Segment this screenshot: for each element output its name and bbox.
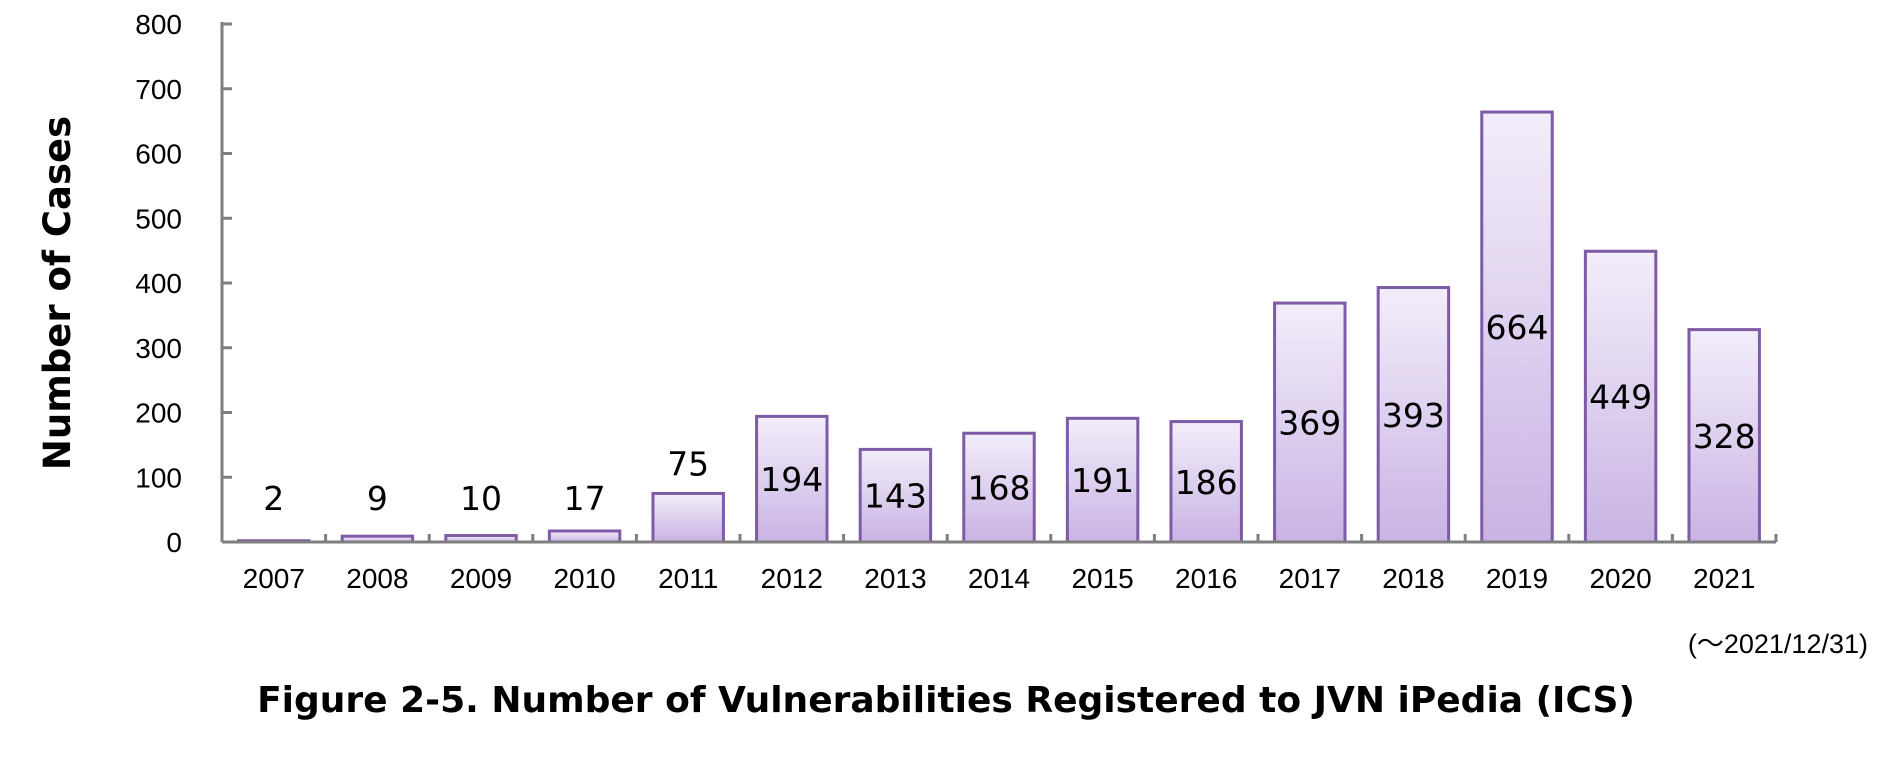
x-tick-label-2021: 2021: [1693, 563, 1755, 594]
data-label-2016: 186: [1175, 463, 1238, 502]
data-label-2010: 17: [564, 479, 606, 518]
y-tick-label: 100: [135, 462, 182, 493]
y-tick-label: 400: [135, 268, 182, 299]
y-tick-label: 700: [135, 74, 182, 105]
data-label-2007: 2: [263, 479, 284, 518]
bar-2021: [1687, 328, 1761, 544]
data-label-2017: 369: [1278, 404, 1341, 443]
data-label-2014: 168: [968, 469, 1031, 508]
y-tick-label: 300: [135, 333, 182, 364]
y-tick-label: 200: [135, 398, 182, 429]
figure-title: Figure 2-5. Number of Vulnerabilities Re…: [257, 680, 1635, 721]
data-label-2018: 393: [1382, 396, 1445, 435]
x-axis-ticks: 2007 2008 2009 2010 2011 2012 2013 2014 2015 2016…: [220, 534, 1778, 594]
x-tick-label-2017: 2017: [1279, 563, 1341, 594]
bar-2019: [1480, 110, 1554, 544]
bar-2016: [1169, 420, 1243, 544]
bar-2013: [858, 447, 933, 544]
y-tick-label: 0: [166, 527, 182, 558]
data-label-2013: 143: [864, 477, 927, 516]
data-label-2011: 75: [667, 444, 709, 483]
y-tick-label: 800: [135, 9, 182, 40]
x-tick-label-2011: 2011: [658, 563, 718, 594]
x-tick-label-2019: 2019: [1486, 563, 1548, 594]
bar-2018: [1376, 286, 1451, 544]
x-tick-label-2020: 2020: [1589, 563, 1651, 594]
date-note: (～2021/12/31): [1688, 629, 1868, 659]
x-tick-label-2012: 2012: [761, 563, 823, 594]
data-label-2020: 449: [1589, 378, 1652, 417]
data-label-2008: 9: [367, 479, 388, 518]
y-tick-label: 600: [135, 139, 182, 170]
bar-2011: [651, 491, 725, 544]
data-label-2009: 10: [460, 479, 502, 518]
bar-2010: [547, 529, 622, 544]
x-tick-label-2008: 2008: [346, 563, 408, 594]
data-label-2012: 194: [760, 460, 823, 499]
data-label-2021: 328: [1693, 417, 1756, 456]
x-tick-label-2010: 2010: [553, 563, 615, 594]
bar-2014: [962, 431, 1036, 544]
bar-2020: [1583, 249, 1658, 544]
y-axis-ticks: 0 100 200 300 400 500 600 700 800: [135, 9, 232, 558]
x-tick-label-2018: 2018: [1382, 563, 1444, 594]
y-axis-title: Number of Cases: [36, 116, 79, 470]
x-tick-label-2013: 2013: [864, 563, 926, 594]
x-tick-label-2009: 2009: [450, 563, 512, 594]
x-tick-label-2015: 2015: [1071, 563, 1133, 594]
data-label-2015: 191: [1071, 461, 1134, 500]
x-tick-label-2016: 2016: [1175, 563, 1237, 594]
data-label-2019: 664: [1486, 308, 1549, 347]
x-tick-label-2014: 2014: [968, 563, 1030, 594]
x-tick-label-2007: 2007: [243, 563, 305, 594]
bars: 2 9 10 17 75 194 143 168 191 186 369 393 664 449 328: [237, 110, 1761, 544]
y-tick-label: 500: [135, 203, 182, 234]
bar-2017: [1273, 301, 1347, 544]
bar-2015: [1065, 416, 1140, 544]
